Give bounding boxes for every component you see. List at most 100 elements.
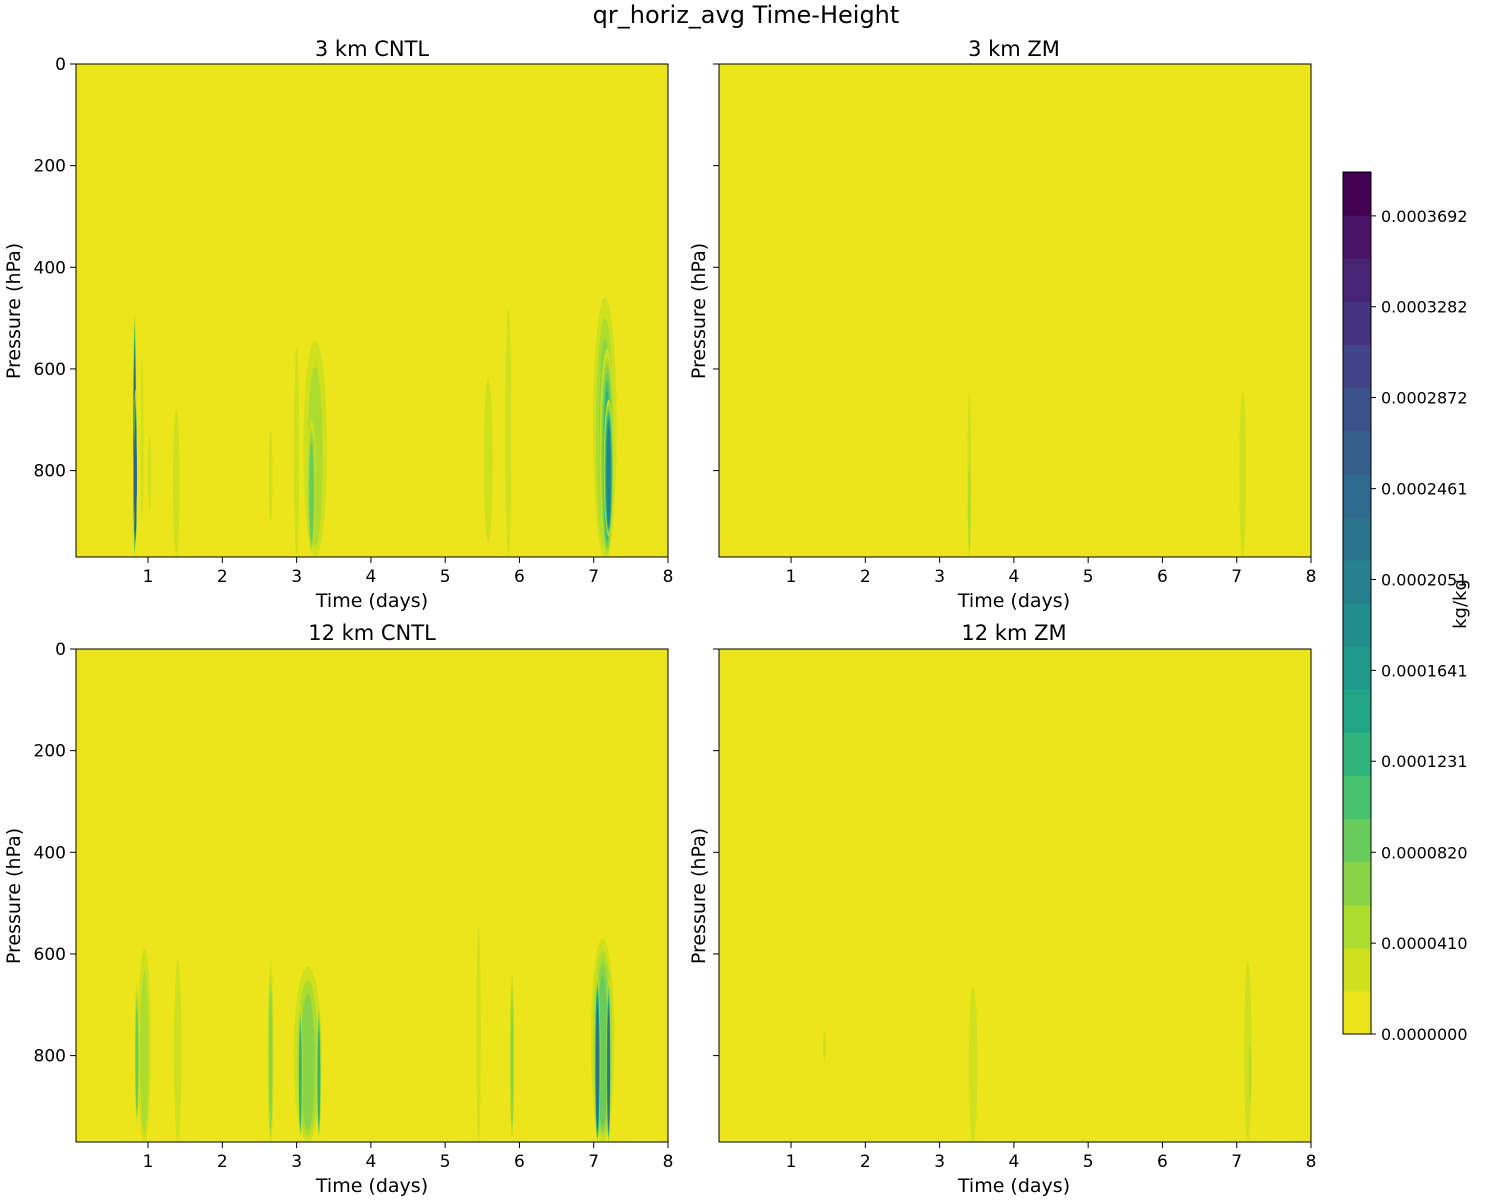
contour-level-1: [822, 1030, 826, 1061]
contour-level-6: [317, 1030, 321, 1126]
contour-layer: [967, 391, 1247, 557]
axes-frame: [718, 648, 1312, 1143]
colorbar-tick-label: 0.0001641: [1381, 661, 1468, 680]
colorbar-segment: [1343, 516, 1371, 561]
y-tick-label: 200: [34, 742, 66, 762]
contour-level-1: [268, 429, 273, 522]
contour-level-1: [140, 358, 144, 522]
contour-level-1: [174, 959, 182, 1142]
x-tick-label: 6: [1157, 1152, 1168, 1172]
y-axis-label: Pressure (hPa): [688, 243, 710, 379]
contour-level-3: [269, 992, 273, 1130]
colorbar-segment: [1343, 559, 1371, 604]
y-tick-label: 400: [34, 843, 66, 863]
colorbar-segment: [1343, 344, 1371, 389]
contour-level-1: [476, 925, 481, 1142]
x-tick-label: 3: [934, 1152, 945, 1172]
contour-level-2: [1248, 1043, 1252, 1103]
contour-level-1: [968, 986, 978, 1142]
colorbar-tick-label: 0.0002872: [1381, 389, 1468, 408]
x-tick-label: 6: [1157, 567, 1168, 587]
contour-level-2: [140, 971, 149, 1132]
contour-level-1: [172, 409, 180, 557]
plot-background: [719, 64, 1311, 557]
x-tick-label: 4: [1008, 1152, 1019, 1172]
contour-level-10: [607, 428, 611, 524]
y-tick-label: 800: [34, 462, 66, 482]
figure-title: qr_horiz_avg Time-Height: [593, 1, 900, 29]
colorbar-segment: [1343, 646, 1371, 690]
colorbar-segment: [1343, 258, 1371, 302]
contour-level-13: [134, 423, 137, 532]
x-axis-label: Time (days): [315, 590, 428, 612]
colorbar-segment: [1343, 301, 1371, 345]
axes-frame: [718, 63, 1312, 558]
contour-layer: [822, 961, 1252, 1142]
contour-level-1: [148, 435, 152, 512]
contour-level-3: [300, 994, 315, 1130]
colorbar-segment: [1343, 947, 1371, 992]
y-tick-label: 600: [34, 945, 66, 965]
x-tick-label: 2: [860, 567, 871, 587]
x-tick-label: 8: [1306, 1152, 1317, 1172]
colorbar-tick-label: 0.0003692: [1381, 207, 1468, 226]
x-tick-label: 1: [143, 567, 154, 587]
x-tick-label: 4: [1008, 567, 1019, 587]
x-tick-label: 5: [440, 567, 451, 587]
y-axis-label: Pressure (hPa): [3, 243, 25, 379]
colorbar-tick-label: 0.0000410: [1381, 934, 1468, 953]
x-tick-label: 5: [1083, 1152, 1094, 1172]
colorbar-segment: [1343, 473, 1371, 518]
contour-level-1: [294, 348, 300, 557]
colorbar-tick-label: 0.0002461: [1381, 480, 1468, 499]
contour-level-6: [299, 1030, 302, 1126]
contour-layer: [133, 297, 617, 557]
axes-frame: [75, 63, 669, 558]
colorbar-tick-label: 0.0000000: [1381, 1025, 1468, 1044]
x-tick-label: 2: [217, 567, 228, 587]
contour-level-1: [483, 379, 493, 542]
plot-background: [76, 64, 668, 557]
x-tick-label: 2: [217, 1152, 228, 1172]
colorbar-segment: [1343, 904, 1371, 949]
colorbar-segment: [1343, 861, 1371, 906]
colorbar-segment: [1343, 215, 1371, 259]
contour-level-12: [596, 1010, 599, 1126]
x-tick-label: 6: [514, 1152, 525, 1172]
x-tick-label: 8: [1306, 567, 1317, 587]
colorbar-segment: [1343, 818, 1371, 863]
panel-title: 12 km ZM: [961, 621, 1066, 645]
x-tick-label: 5: [1083, 567, 1094, 587]
panel-title: 3 km ZM: [968, 37, 1060, 61]
x-tick-label: 1: [786, 567, 797, 587]
x-tick-label: 7: [1231, 567, 1242, 587]
x-tick-label: 7: [1231, 1152, 1242, 1172]
contour-level-4: [135, 1008, 139, 1111]
y-tick-label: 400: [34, 258, 66, 278]
plot-background: [76, 649, 668, 1142]
colorbar: 0.0000000 0.0000410 0.0000820 0.0001231 0.00…: [1342, 171, 1468, 1044]
contour-level-4: [309, 443, 314, 542]
colorbar-segment: [1343, 689, 1371, 733]
contour-layer: [134, 925, 615, 1142]
panel-12km-zm: 12 km ZM 1 2 3 4 5 6 7 8 Time (days) Pressure (…: [688, 621, 1316, 1197]
plot-background: [719, 649, 1311, 1142]
x-tick-label: 4: [365, 1152, 376, 1172]
y-tick-label: 0: [55, 55, 66, 75]
y-axis-label: Pressure (hPa): [3, 828, 25, 964]
colorbar-segment: [1343, 990, 1371, 1035]
colorbar-segment: [1343, 775, 1371, 820]
x-tick-label: 5: [440, 1152, 451, 1172]
contour-level-1: [1239, 391, 1247, 557]
contour-level-11: [607, 1014, 610, 1127]
x-tick-label: 3: [291, 567, 302, 587]
x-tick-label: 2: [860, 1152, 871, 1172]
panel-3km-cntl: 3 km CNTL 1 2 3 4 5 6 7 8 0 200 400 600 800 Time (da…: [3, 37, 673, 612]
x-tick-label: 6: [514, 567, 525, 587]
colorbar-tick-label: 0.0003282: [1381, 298, 1468, 317]
x-axis-label: Time (days): [957, 1175, 1070, 1197]
colorbar-segment: [1343, 732, 1371, 776]
y-axis-label: Pressure (hPa): [688, 828, 710, 964]
panel-3km-zm: 3 km ZM 1 2 3 4 5 6 7 8 Time (days) Pressure (h…: [688, 37, 1316, 612]
